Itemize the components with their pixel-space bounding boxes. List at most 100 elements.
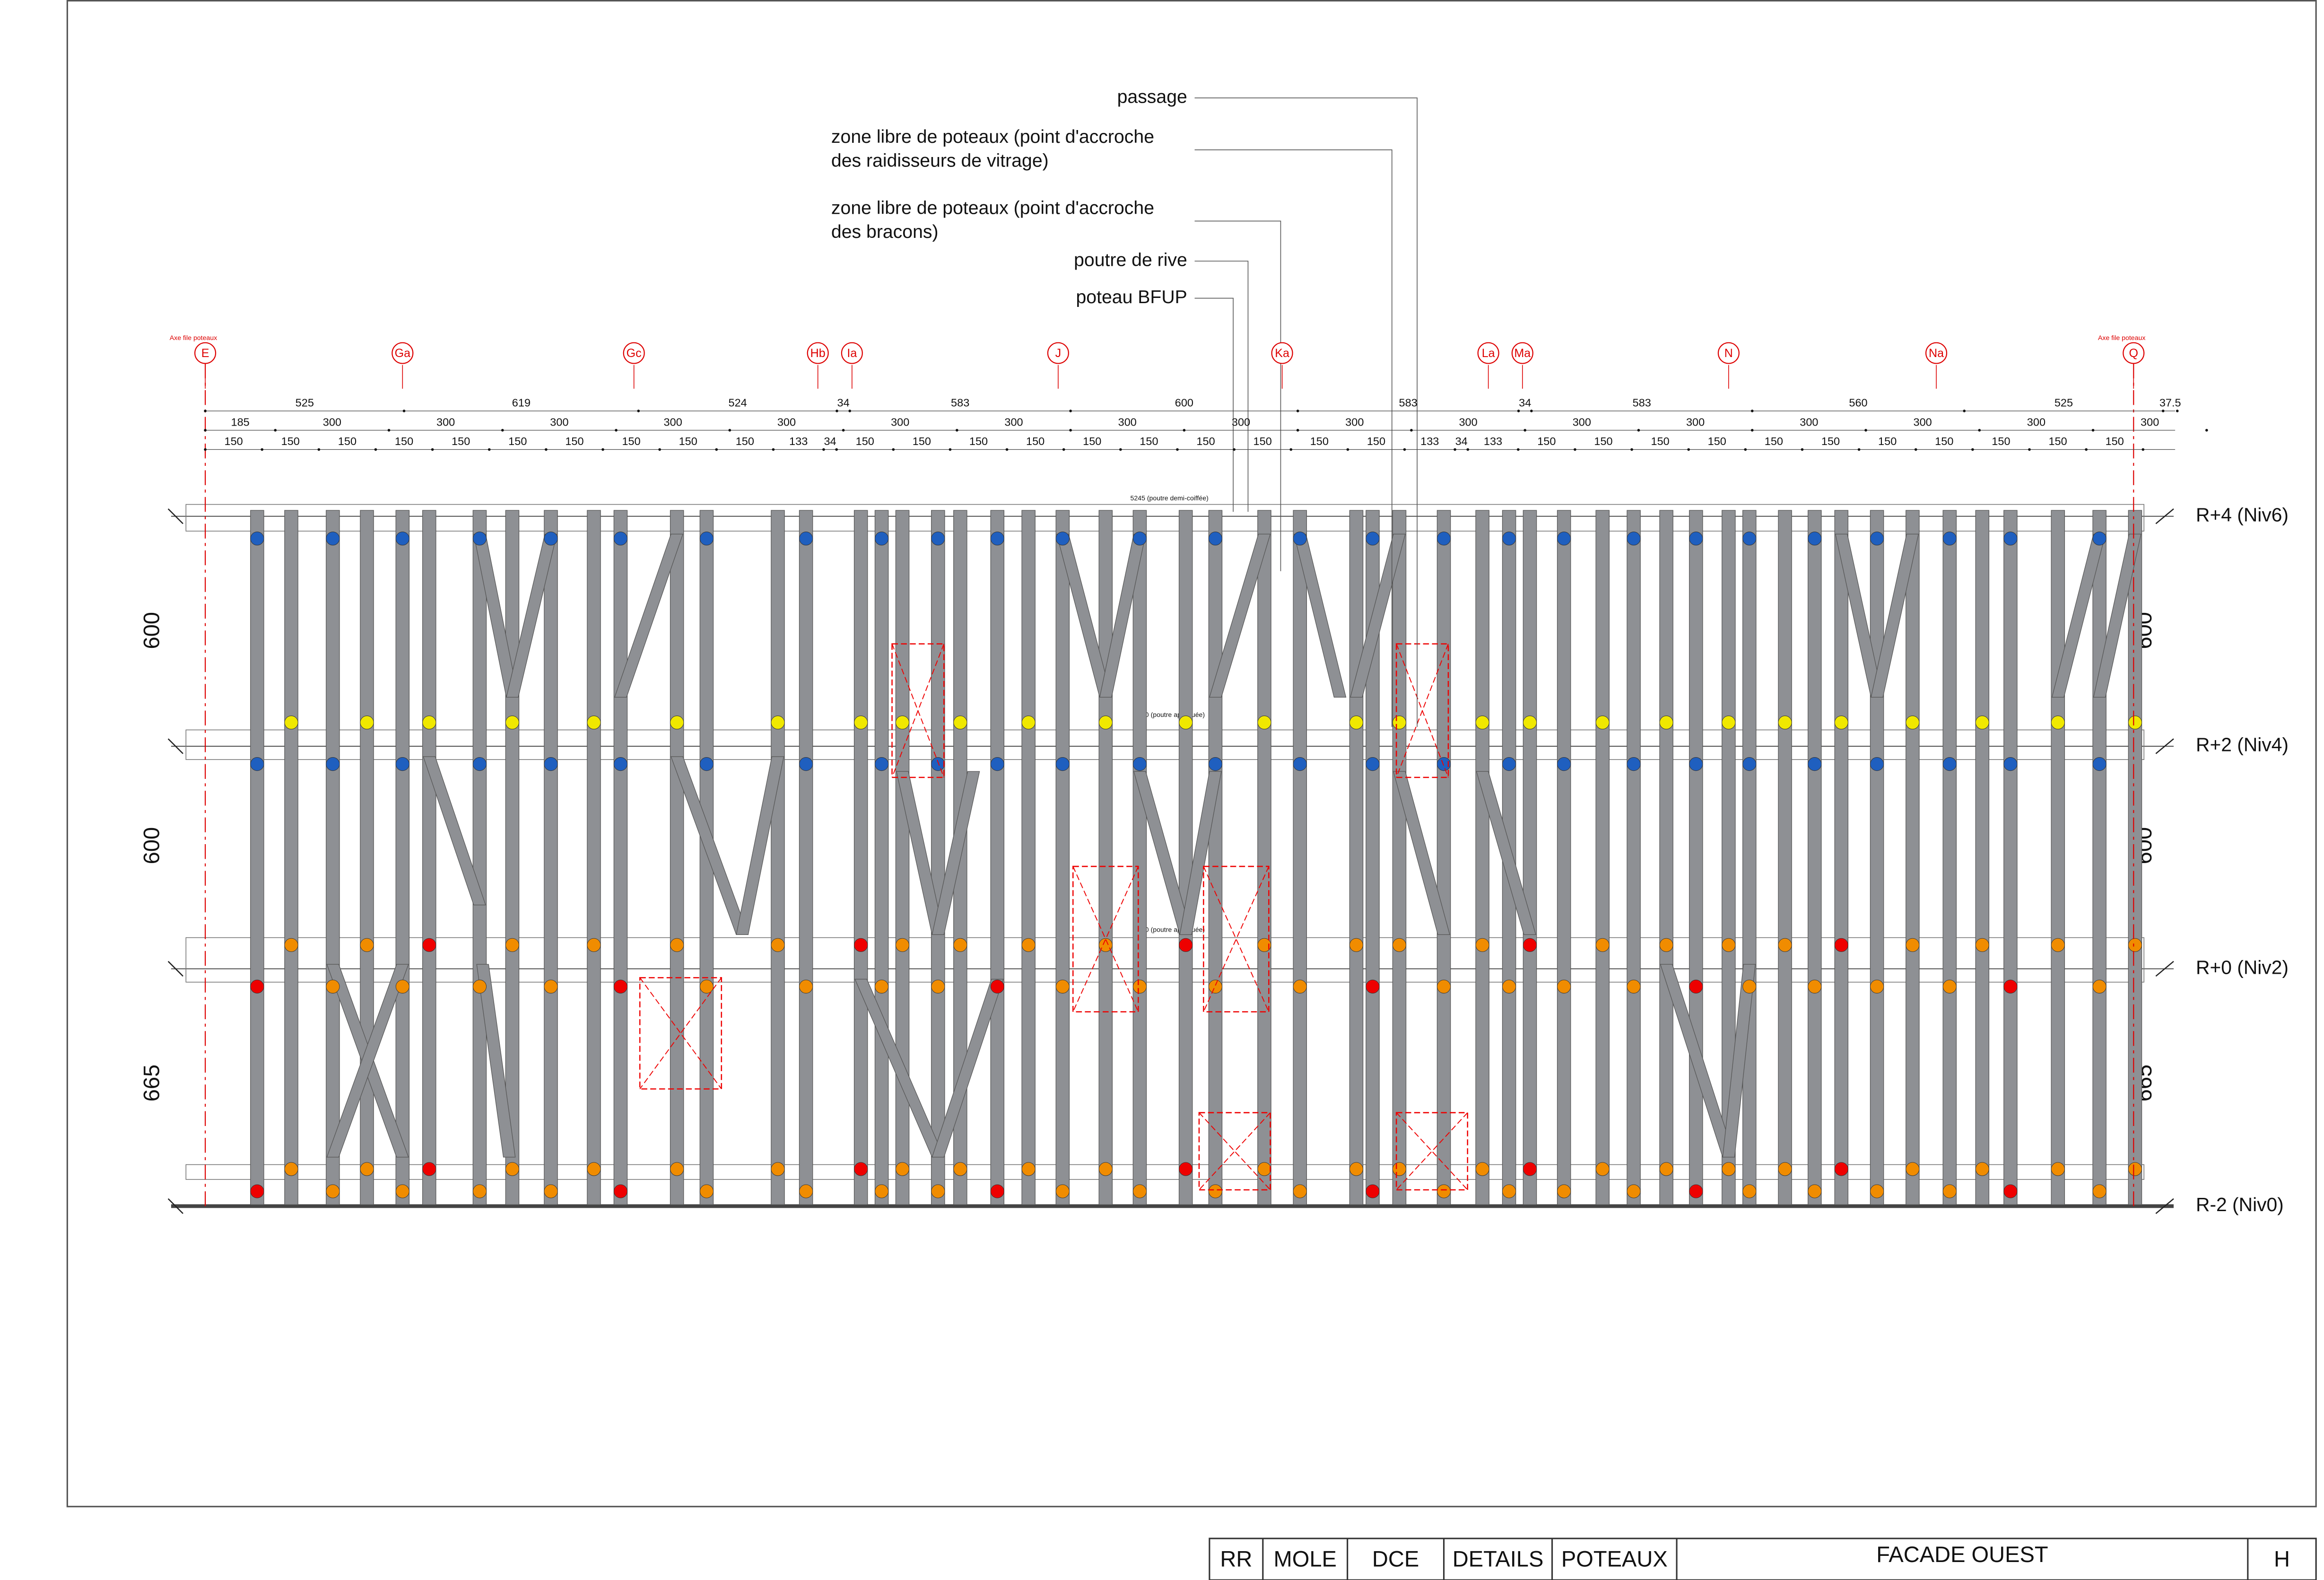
title-cell: FACADE OUEST <box>1876 1542 2048 1567</box>
node <box>931 532 945 546</box>
facade: R+4 (Niv6) R+2 (Niv4) R+0 (Niv2) R-2 (Niv0)… <box>139 494 2289 1215</box>
node <box>895 938 910 952</box>
node <box>1132 532 1147 546</box>
column <box>544 510 558 1205</box>
title-cell: MOLE <box>1274 1546 1337 1571</box>
dimension-label: 525 <box>2054 397 2073 409</box>
dimension-label: 300 <box>1914 416 1932 428</box>
column-branch <box>931 771 980 935</box>
dimension-label: 300 <box>1459 416 1477 428</box>
dimension-label: 560 <box>1849 397 1867 409</box>
dimension-tick <box>601 448 604 451</box>
dimension-label: 150 <box>1253 435 1272 447</box>
dimension-label: 300 <box>664 416 682 428</box>
dimension-label: 150 <box>1651 435 1670 447</box>
node <box>2003 1184 2018 1198</box>
dimension-tick <box>848 410 852 412</box>
dimension-label: 150 <box>2106 435 2124 447</box>
dimension-tick <box>1403 448 1406 451</box>
dimension-tick <box>317 448 321 451</box>
node <box>2003 979 2018 994</box>
dimension-tick <box>637 410 640 412</box>
node <box>544 757 558 771</box>
axis-bubble <box>623 342 645 364</box>
node <box>1778 1162 1792 1176</box>
node <box>1595 716 1610 730</box>
dimension-tick <box>1978 428 1981 432</box>
node <box>1392 716 1407 730</box>
node <box>799 757 813 771</box>
node <box>2128 938 2142 952</box>
dimension-tick <box>204 448 207 451</box>
leader-line <box>1194 97 1418 727</box>
dimension-tick <box>1454 448 1456 451</box>
node <box>505 1162 520 1176</box>
dimension-label: 600 <box>1175 397 1193 409</box>
node <box>931 1184 945 1198</box>
dimension-tick <box>1069 410 1072 412</box>
dimension-tick <box>501 428 504 432</box>
node <box>544 1184 558 1198</box>
node <box>1208 532 1223 546</box>
dimension-label: 150 <box>1594 435 1612 447</box>
node <box>1502 757 1516 771</box>
node <box>1502 532 1516 546</box>
column <box>1098 510 1113 1205</box>
column <box>360 510 374 1205</box>
column-branch <box>1209 533 1271 698</box>
node <box>1523 938 1537 952</box>
column <box>1021 510 1036 1205</box>
node <box>854 716 868 730</box>
node <box>613 532 628 546</box>
node <box>1349 938 1364 952</box>
node <box>1179 1162 1193 1176</box>
node <box>544 979 558 994</box>
node <box>395 532 409 546</box>
node <box>1808 757 1822 771</box>
column <box>505 510 520 1205</box>
node <box>326 1184 340 1198</box>
dimension-label: 150 <box>1935 435 1953 447</box>
node <box>1778 938 1792 952</box>
level-tick <box>2155 738 2174 754</box>
column <box>853 510 868 1205</box>
dimension-tick <box>1914 448 1917 451</box>
node <box>1055 757 1070 771</box>
node <box>2092 979 2106 994</box>
opening <box>1395 643 1449 778</box>
column-branch <box>1476 771 1536 935</box>
column <box>587 510 601 1205</box>
axis-bubble <box>807 342 829 364</box>
node <box>1975 938 1989 952</box>
node <box>670 1162 684 1176</box>
node <box>1778 716 1792 730</box>
node <box>875 757 889 771</box>
dimension-tick <box>1296 428 1299 432</box>
level-tick <box>167 738 183 754</box>
node <box>284 1162 298 1176</box>
column <box>326 510 340 1205</box>
level-tick <box>2155 508 2174 524</box>
axis-label: Ka <box>1275 347 1289 360</box>
node <box>895 1162 910 1176</box>
node <box>1293 979 1307 994</box>
node <box>799 1184 813 1198</box>
node <box>1870 757 1884 771</box>
dimension-label: 150 <box>1083 435 1101 447</box>
node <box>1436 532 1451 546</box>
node <box>1523 1162 1537 1176</box>
node <box>1834 938 1848 952</box>
opening <box>1198 1112 1271 1191</box>
axis-bubble <box>1511 342 1533 364</box>
column <box>2003 510 2018 1205</box>
node <box>2092 532 2106 546</box>
node <box>1349 1162 1364 1176</box>
column <box>1436 510 1451 1205</box>
node <box>1742 979 1757 994</box>
node <box>1132 757 1147 771</box>
node <box>1942 757 1957 771</box>
node <box>1392 938 1407 952</box>
column-branch <box>614 533 684 698</box>
dimension-tick <box>1296 410 1299 412</box>
node <box>284 716 298 730</box>
